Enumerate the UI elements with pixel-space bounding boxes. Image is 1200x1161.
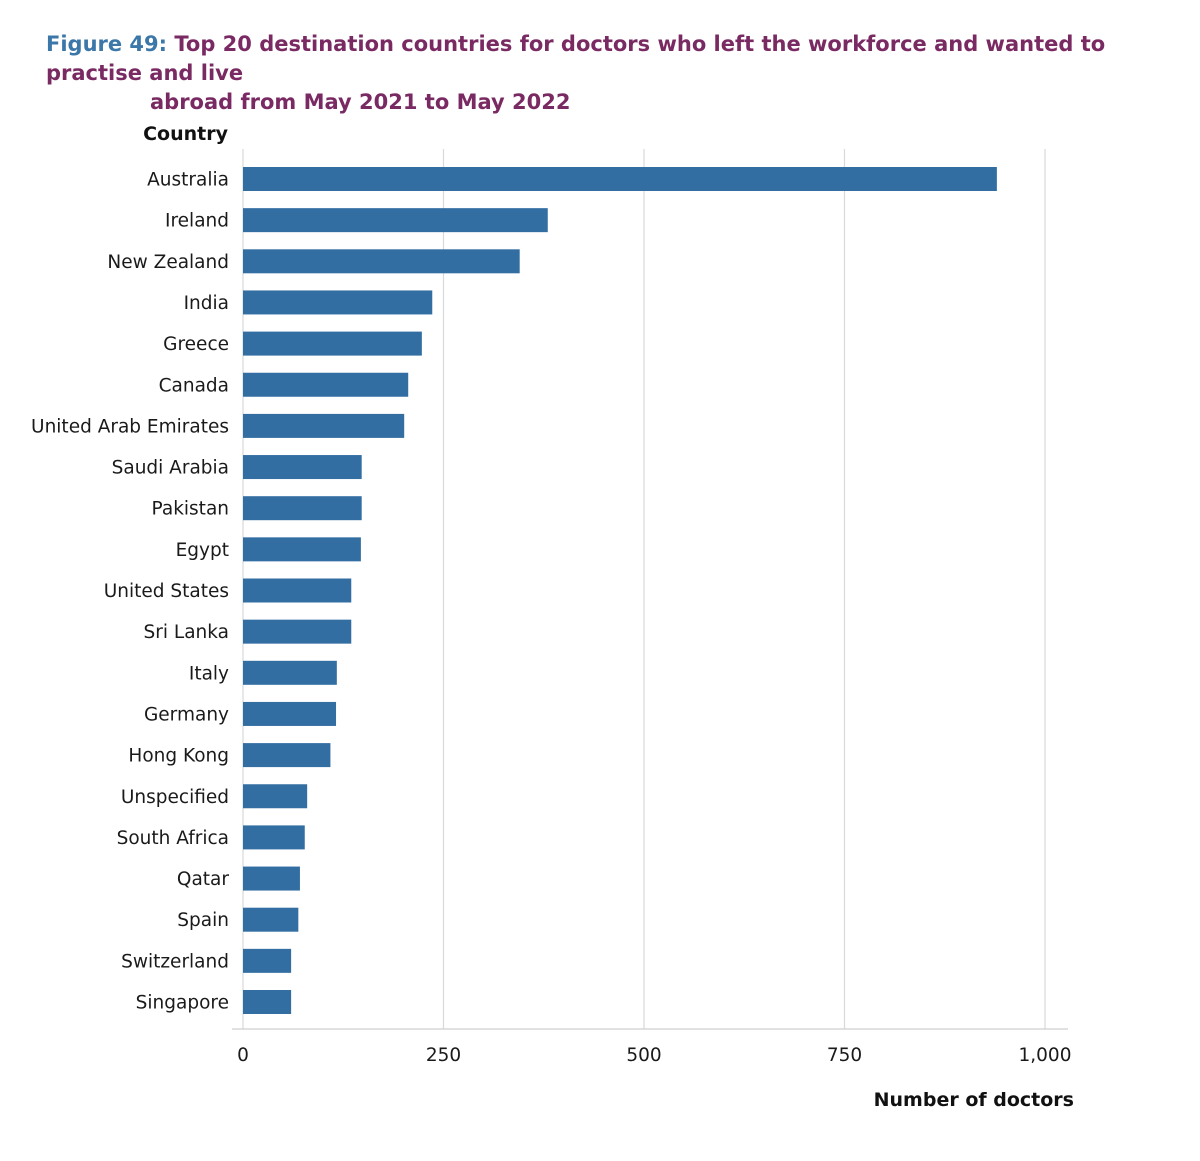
category-label: Canada bbox=[159, 375, 229, 396]
category-label: Greece bbox=[163, 334, 229, 355]
category-label: Sri Lanka bbox=[144, 622, 229, 643]
bar bbox=[243, 907, 299, 932]
x-tick-label: 250 bbox=[426, 1045, 461, 1066]
x-tick-label: 500 bbox=[626, 1045, 661, 1066]
category-label: Spain bbox=[177, 910, 229, 931]
x-tick-label: 0 bbox=[237, 1045, 249, 1066]
category-label: Australia bbox=[147, 170, 229, 191]
figure-title-text: Top 20 destination countries for doctors… bbox=[46, 32, 1106, 85]
category-label: Qatar bbox=[177, 869, 229, 890]
bar bbox=[243, 743, 331, 768]
category-label: Egypt bbox=[176, 540, 229, 561]
bar bbox=[243, 619, 352, 644]
figure-title-block: Figure 49: Top 20 destination countries … bbox=[46, 30, 1166, 117]
bar bbox=[243, 825, 305, 850]
category-label: Switzerland bbox=[121, 951, 229, 972]
bar bbox=[243, 208, 548, 233]
category-label: Germany bbox=[144, 704, 229, 725]
category-label: United Arab Emirates bbox=[31, 416, 229, 437]
bar bbox=[243, 249, 520, 274]
x-axis-title: Number of doctors bbox=[874, 1089, 1074, 1111]
bar bbox=[243, 290, 433, 315]
category-label: India bbox=[184, 293, 229, 314]
category-label: Italy bbox=[189, 663, 229, 684]
x-tick-label: 750 bbox=[827, 1045, 862, 1066]
figure-title-line2: abroad from May 2021 to May 2022 bbox=[150, 90, 571, 114]
category-label: Ireland bbox=[165, 211, 229, 232]
category-label: United States bbox=[104, 581, 229, 602]
bar bbox=[243, 372, 409, 397]
tick-layer: 0 250 500 750 1,000 bbox=[237, 1045, 1071, 1066]
bar bbox=[243, 990, 292, 1014]
bar bbox=[243, 578, 352, 603]
bar bbox=[243, 784, 308, 809]
bar bbox=[243, 455, 362, 480]
category-label: Unspecified bbox=[121, 787, 229, 808]
bar bbox=[243, 167, 997, 191]
bar bbox=[243, 496, 362, 521]
bar bbox=[243, 948, 292, 973]
x-tick-label: 1,000 bbox=[1019, 1045, 1072, 1066]
category-label-layer: Australia Ireland New Zealand India Greece Ca… bbox=[31, 170, 229, 1014]
bar bbox=[243, 866, 300, 891]
bar bbox=[243, 701, 337, 726]
grid-layer bbox=[232, 149, 1068, 1030]
category-label: Pakistan bbox=[152, 499, 229, 520]
category-label: South Africa bbox=[117, 828, 229, 849]
bar bbox=[243, 331, 422, 356]
category-label: Saudi Arabia bbox=[112, 458, 229, 479]
bar bbox=[243, 537, 361, 562]
bar bbox=[243, 413, 405, 438]
figure-label: Figure 49: bbox=[46, 32, 168, 56]
category-label: New Zealand bbox=[107, 252, 229, 273]
bar bbox=[243, 660, 337, 685]
figure-title-line1: Figure 49: Top 20 destination countries … bbox=[46, 30, 1166, 88]
bar-layer bbox=[243, 167, 997, 1014]
category-label: Singapore bbox=[136, 993, 229, 1014]
y-axis-title: Country bbox=[143, 123, 229, 145]
category-label: Hong Kong bbox=[128, 746, 229, 767]
